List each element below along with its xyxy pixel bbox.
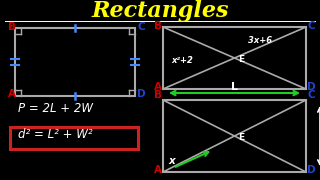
Text: B: B: [154, 90, 162, 100]
Text: B: B: [8, 22, 16, 32]
Text: C: C: [307, 21, 315, 31]
Bar: [10, 127, 138, 149]
Text: E: E: [238, 133, 244, 142]
Text: A: A: [154, 82, 162, 92]
Text: x²+2: x²+2: [171, 56, 193, 65]
Text: A: A: [154, 165, 162, 175]
Text: Rectangles: Rectangles: [91, 0, 229, 22]
Text: A: A: [8, 89, 16, 99]
Text: C: C: [307, 90, 315, 100]
Text: D: D: [307, 82, 316, 92]
Text: 3x+6: 3x+6: [248, 36, 272, 45]
Bar: [163, 27, 306, 89]
Bar: [163, 100, 306, 172]
Text: P = 2L + 2W: P = 2L + 2W: [18, 102, 93, 115]
Text: L: L: [231, 82, 238, 92]
Text: B: B: [154, 21, 162, 31]
Text: D: D: [307, 165, 316, 175]
Text: x: x: [168, 156, 175, 166]
Bar: [15, 28, 135, 96]
Text: d² = L² + W²: d² = L² + W²: [18, 128, 92, 141]
Text: C: C: [137, 22, 145, 32]
Text: E: E: [238, 55, 244, 64]
Text: D: D: [137, 89, 146, 99]
